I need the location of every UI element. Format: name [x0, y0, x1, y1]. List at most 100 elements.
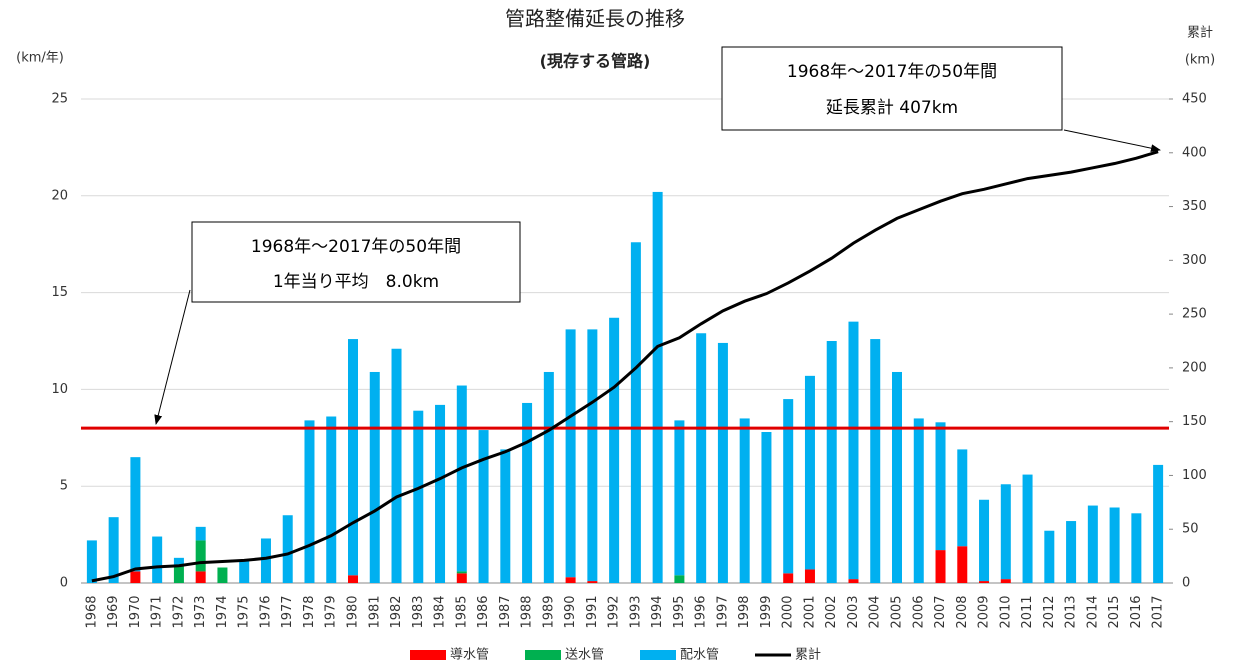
x-tick-label: 1998: [737, 595, 752, 628]
bar-segment: [456, 385, 467, 572]
annotation-box: [191, 221, 521, 303]
bar-segment: [913, 418, 924, 583]
annotation-text: 1968年～2017年の50年間: [787, 62, 997, 82]
bar-segment: [217, 567, 228, 583]
y2-axis-unit: (km): [1185, 53, 1215, 68]
y-tick-label: 15: [51, 285, 68, 300]
x-tick-label: 2006: [911, 595, 926, 628]
bar-segment: [783, 573, 794, 583]
bar-segment: [86, 540, 97, 583]
bar-segment: [935, 422, 946, 551]
x-tick-label: 1984: [433, 595, 448, 628]
bar-segment: [848, 579, 859, 583]
bar-segment: [195, 540, 206, 572]
plot-area: 0510152025050100150200250300350400450196…: [51, 92, 1206, 629]
bar-segment: [674, 575, 685, 583]
x-tick-label: 1977: [280, 595, 295, 628]
bar-segment: [674, 420, 685, 576]
x-tick-label: 1994: [650, 595, 665, 628]
x-tick-label: 2012: [1042, 595, 1057, 628]
x-tick-label: 2010: [998, 595, 1013, 628]
x-tick-label: 2008: [955, 595, 970, 628]
x-tick-label: 1982: [389, 595, 404, 628]
x-tick-label: 1991: [585, 595, 600, 628]
x-tick-label: 1974: [215, 595, 230, 628]
legend-label: 送水管: [565, 648, 604, 663]
x-tick-label: 2009: [977, 595, 992, 628]
bar-segment: [152, 536, 163, 583]
bar-segment: [239, 559, 250, 583]
bar-segment: [456, 573, 467, 583]
x-tick-label: 1969: [106, 595, 121, 628]
y-tick-label: 0: [60, 576, 68, 591]
x-tick-label: 2003: [846, 595, 861, 628]
bar-segment: [1000, 484, 1011, 580]
bar-segment: [696, 333, 707, 583]
x-tick-label: 2016: [1129, 595, 1144, 628]
bar-segment: [130, 457, 141, 572]
chart-title: 管路整備延長の推移: [505, 7, 685, 31]
x-tick-label: 1981: [367, 595, 382, 628]
y-tick-label: 20: [51, 188, 68, 203]
bar-segment: [108, 517, 119, 583]
bar-segment: [369, 371, 380, 583]
bar-segment: [1066, 521, 1077, 583]
bar-segment: [848, 321, 859, 580]
bar-segment: [652, 191, 663, 584]
y2-tick-label: 0: [1182, 576, 1190, 591]
x-tick-label: 2001: [802, 595, 817, 628]
x-tick-label: 1987: [498, 595, 513, 628]
x-tick-label: 1975: [237, 595, 252, 628]
annotation-text: 1年当り平均 8.0km: [273, 272, 439, 292]
bar-segment: [935, 550, 946, 583]
bar-segment: [979, 499, 990, 582]
x-tick-label: 1989: [541, 595, 556, 628]
bar-segment: [565, 577, 576, 583]
bar-segment: [500, 449, 511, 583]
legend-label: 累計: [795, 647, 821, 663]
legend-label: 配水管: [680, 648, 719, 663]
y2-tick-label: 300: [1182, 253, 1207, 268]
x-tick-label: 2004: [868, 595, 883, 628]
x-tick-label: 2013: [1064, 595, 1079, 628]
x-tick-label: 1996: [694, 595, 709, 628]
bar-segment: [478, 430, 489, 583]
y-tick-label: 10: [51, 382, 68, 397]
x-tick-label: 1973: [193, 595, 208, 628]
bar-segment: [195, 571, 206, 583]
bar-segment: [173, 557, 184, 566]
bar-segment: [587, 581, 598, 583]
bar-segment: [804, 375, 815, 570]
x-tick-label: 2007: [933, 595, 948, 628]
bar-segment: [348, 339, 358, 576]
x-tick-label: 1970: [128, 595, 143, 628]
bar-segment: [565, 329, 576, 578]
bar-segment: [717, 342, 728, 583]
x-tick-label: 1976: [258, 595, 273, 628]
x-tick-label: 1986: [476, 595, 491, 628]
x-tick-label: 1990: [563, 595, 578, 628]
x-tick-label: 2014: [1085, 595, 1100, 628]
y-tick-label: 5: [60, 479, 68, 494]
bar-segment: [413, 410, 424, 583]
bar-segment: [435, 404, 446, 583]
bar-segment: [957, 449, 968, 547]
bar-segment: [804, 569, 815, 583]
legend-swatch: [640, 650, 676, 660]
bar-segment: [587, 329, 598, 582]
x-tick-label: 1972: [171, 595, 186, 628]
x-tick-label: 1993: [628, 595, 643, 628]
bar-segment: [979, 581, 990, 583]
bar-segment: [1131, 513, 1142, 583]
bar-segment: [173, 565, 184, 583]
x-tick-label: 1992: [607, 595, 622, 628]
x-tick-label: 2017: [1151, 595, 1166, 628]
y2-tick-label: 200: [1182, 360, 1207, 375]
legend-label: 導水管: [450, 648, 489, 663]
annotation-text: 1968年～2017年の50年間: [251, 237, 461, 257]
x-tick-label: 1978: [302, 595, 317, 628]
bar-segment: [957, 546, 968, 583]
y-tick-label: 25: [51, 92, 68, 107]
x-tick-label: 2011: [1020, 595, 1035, 628]
